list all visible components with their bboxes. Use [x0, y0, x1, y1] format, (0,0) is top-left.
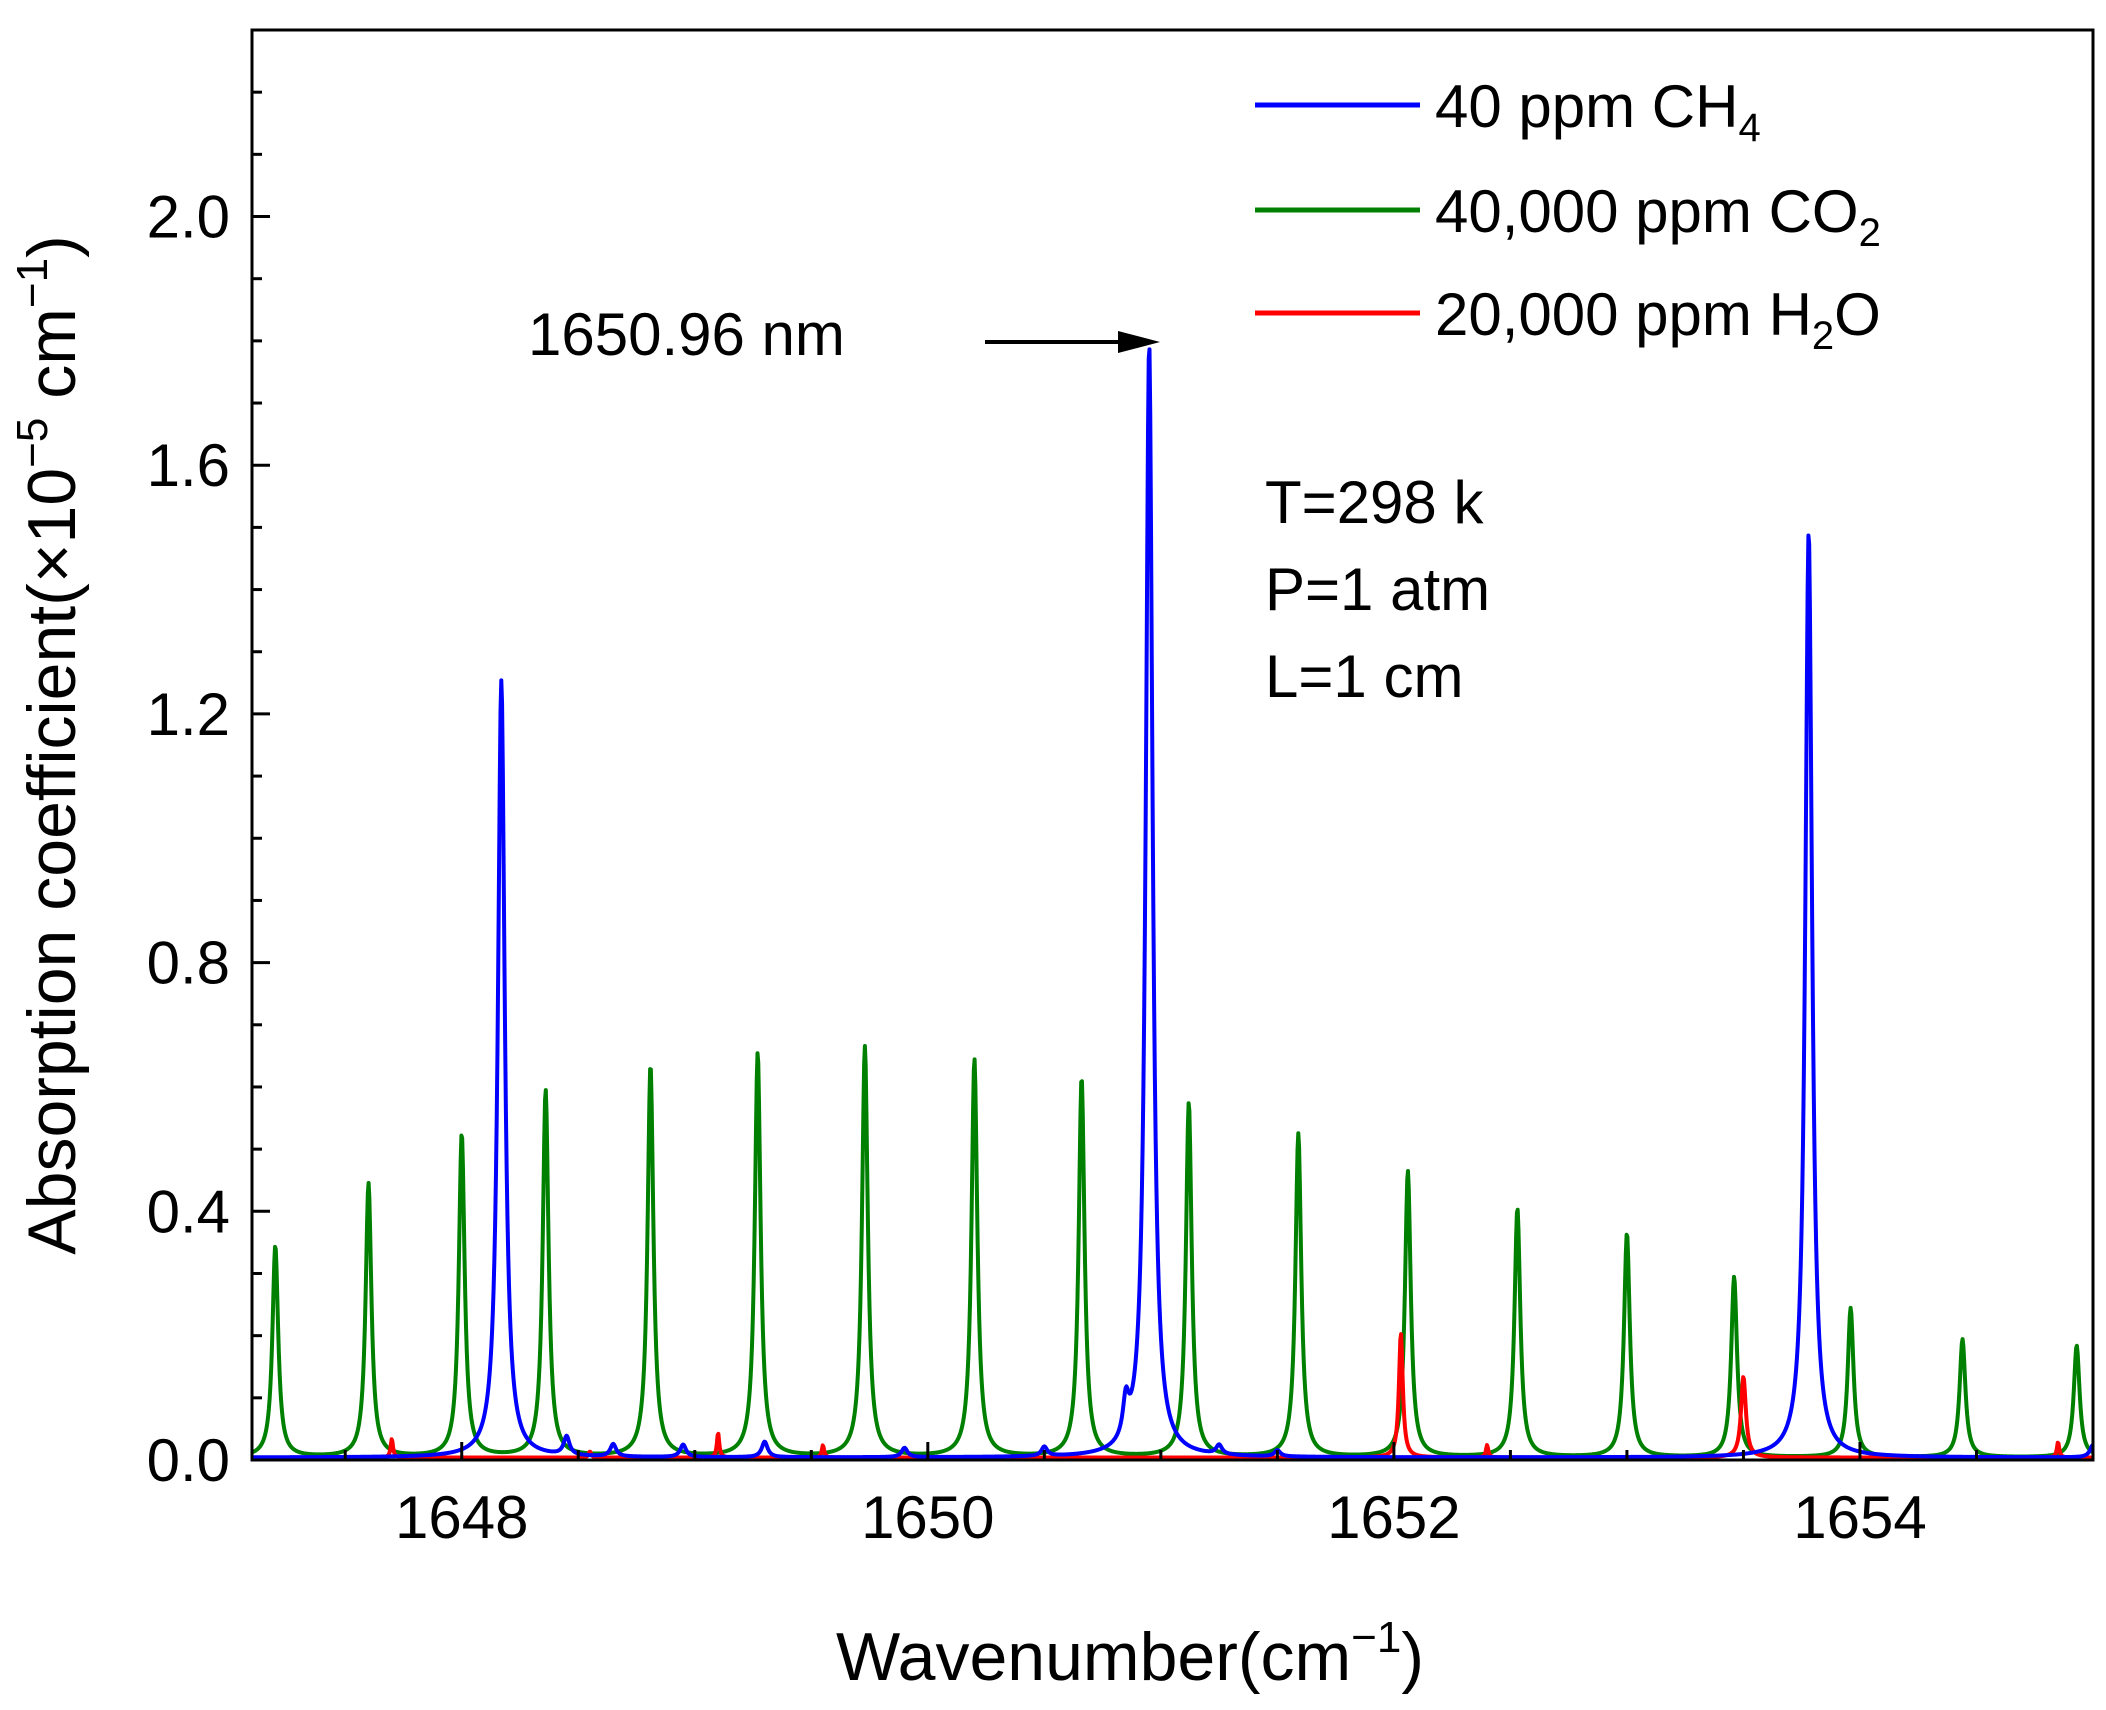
y-tick-label: 0.0 [147, 1427, 230, 1494]
x-tick-label: 1654 [1793, 1484, 1926, 1551]
y-tick-label: 0.4 [147, 1178, 230, 1245]
y-tick-label: 2.0 [147, 184, 230, 251]
series-line-h2o [250, 1332, 2095, 1460]
x-tick-label: 1650 [861, 1484, 994, 1551]
y-tick-label: 0.8 [147, 930, 230, 997]
ticks-layer: 1648 1650 1652 1654 0.0 0.4 0.8 1.2 1.6 2.0 [147, 28, 2095, 1551]
condition-length: L=1 cm [1265, 643, 1463, 710]
y-tick-label: 1.2 [147, 681, 230, 748]
x-tick-label: 1652 [1327, 1484, 1460, 1551]
y-axis-label: Absorption coefficient(×10−5 cm−1) [8, 235, 90, 1254]
legend: 40 ppm CH4 40,000 ppm CO2 20,000 ppm H2O [1255, 73, 1881, 358]
legend-label-ch4: 40 ppm CH4 [1435, 73, 1761, 150]
series-line-ch4 [250, 347, 2095, 1460]
legend-label-h2o: 20,000 ppm H2O [1435, 281, 1881, 358]
condition-pressure: P=1 atm [1265, 556, 1490, 623]
x-tick-label: 1648 [395, 1484, 528, 1551]
series-layer [250, 347, 2095, 1460]
plot-frame [250, 28, 2095, 1462]
condition-temperature: T=298 k [1265, 469, 1484, 536]
legend-label-co2: 40,000 ppm CO2 [1435, 178, 1881, 255]
peak-annotation-label: 1650.96 nm [528, 301, 845, 368]
y-tick-label: 1.6 [147, 432, 230, 499]
x-axis-label: Wavenumber(cm−1) [836, 1613, 1424, 1695]
peak-annotation-arrowhead [1118, 331, 1160, 353]
